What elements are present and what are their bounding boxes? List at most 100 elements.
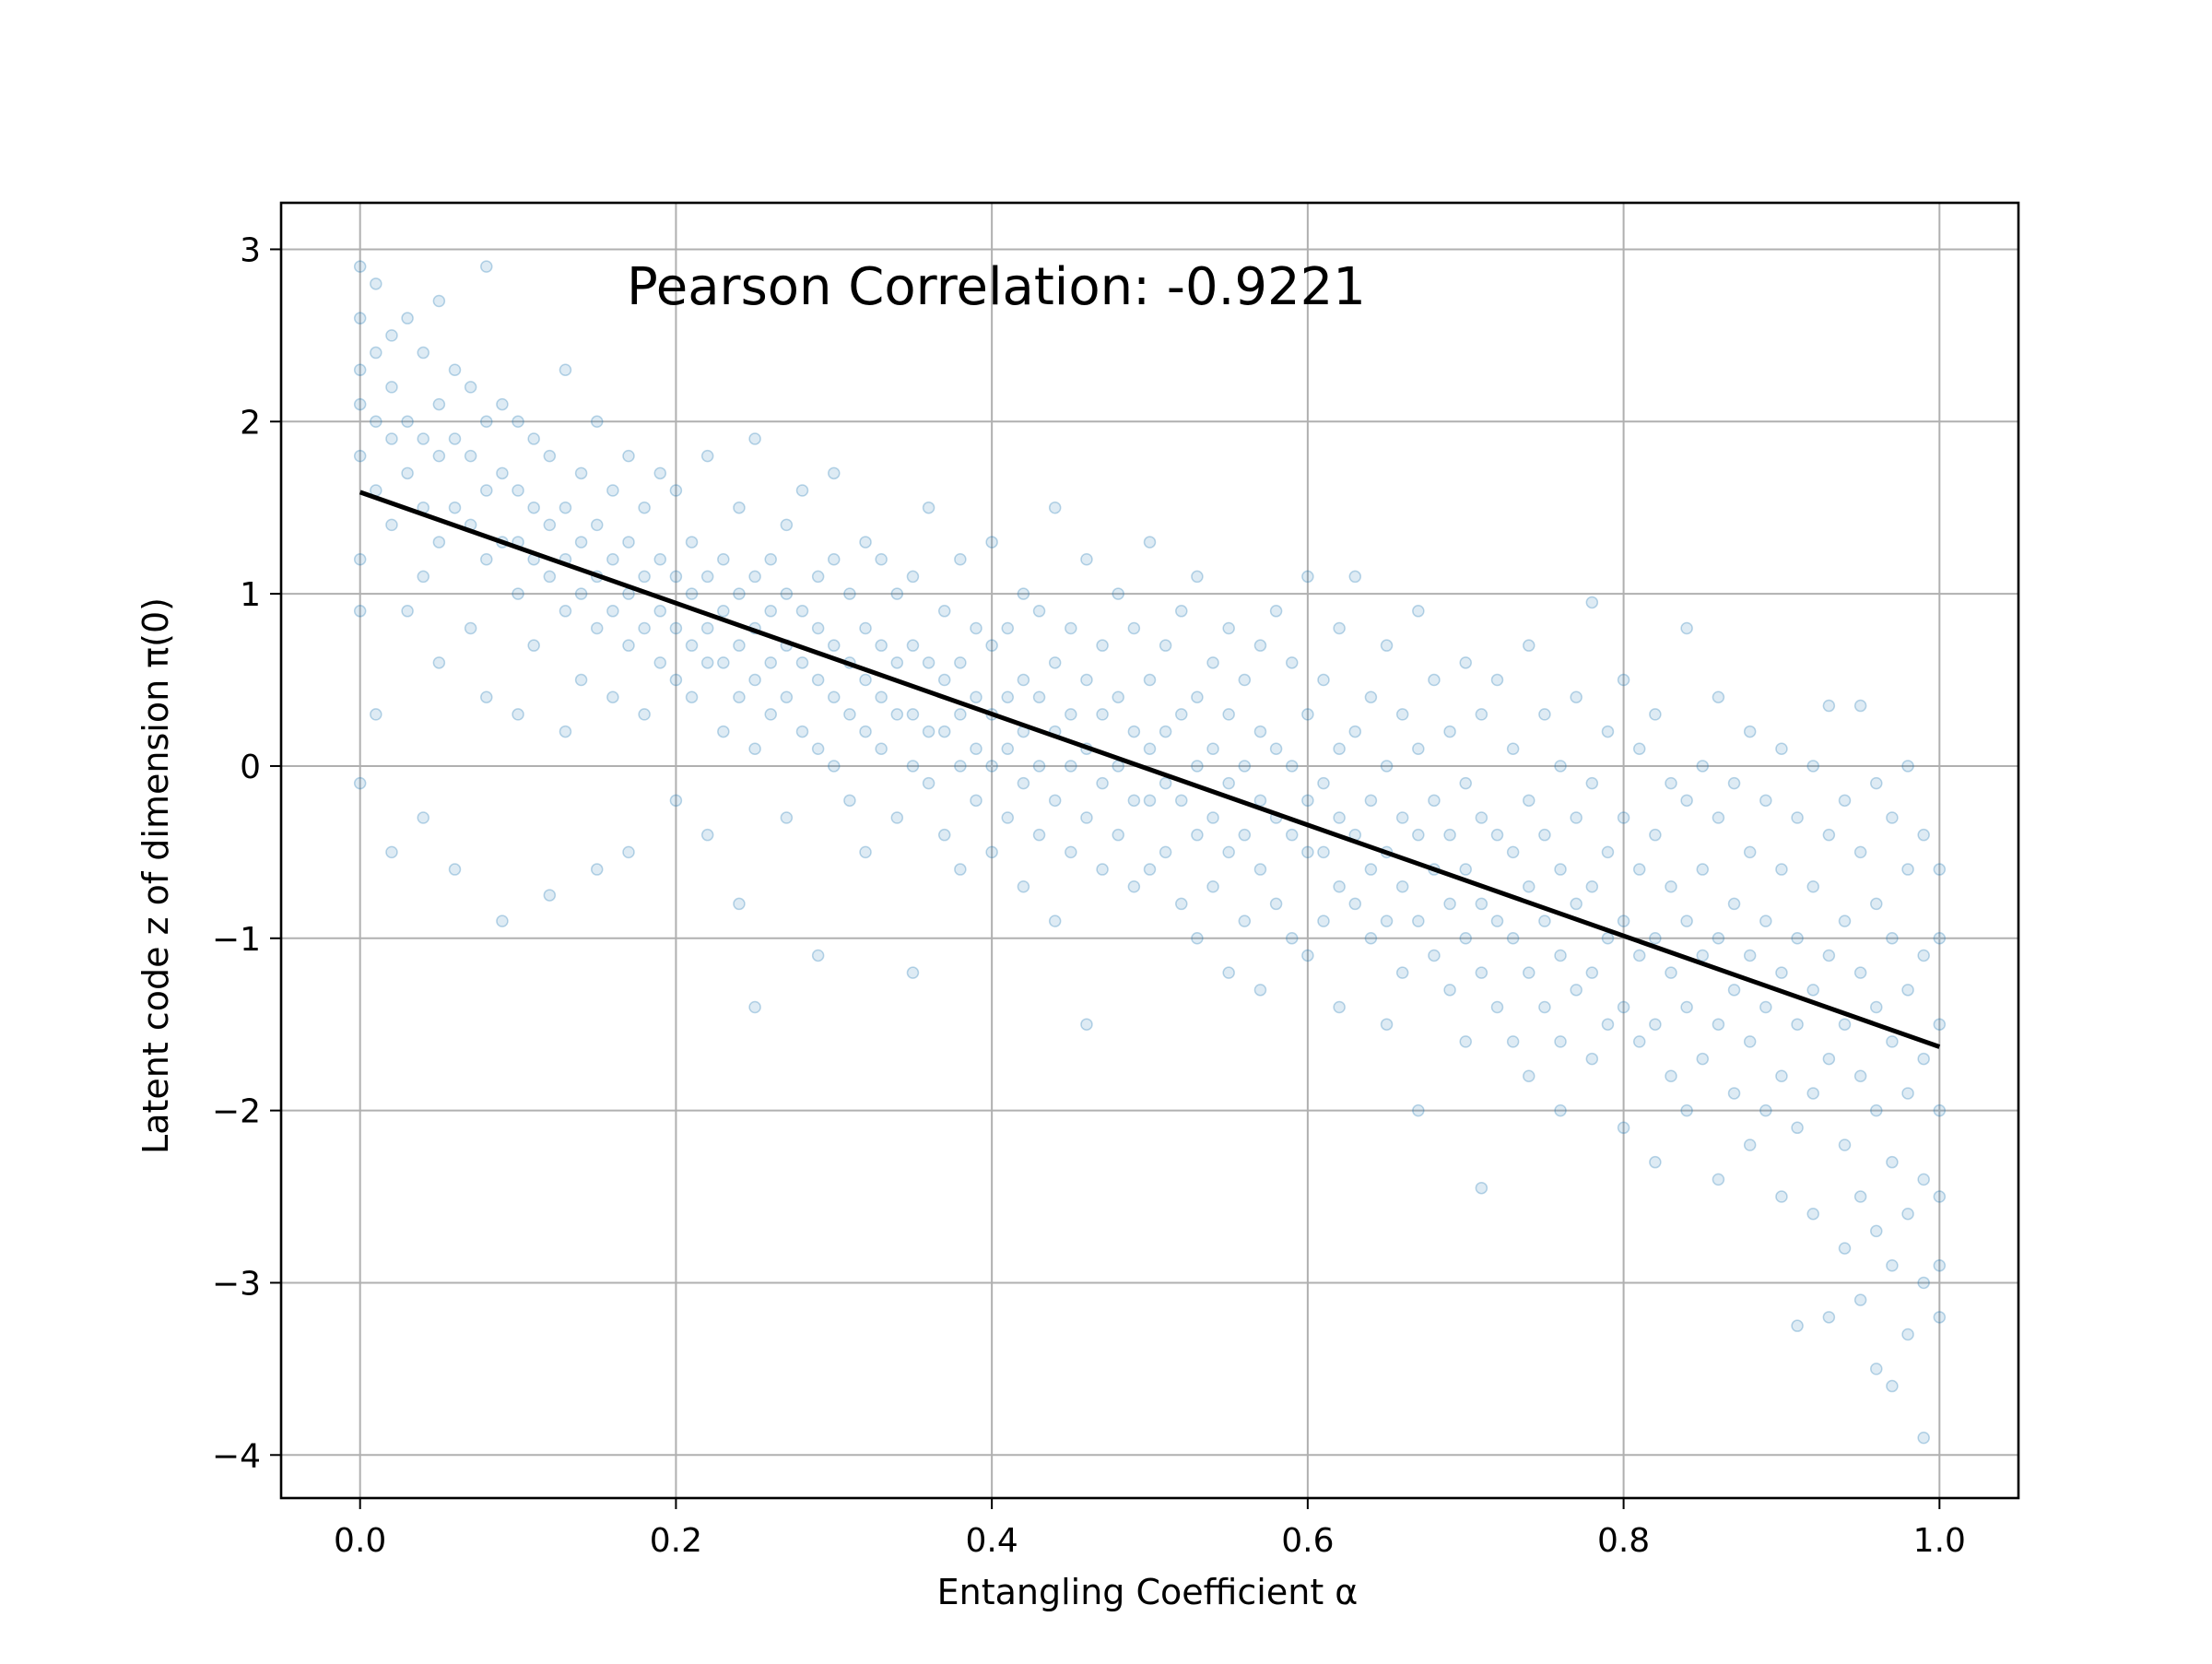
x-tick-label: 0.8: [1597, 1522, 1650, 1560]
scatter-point: [638, 501, 651, 514]
scatter-point: [1649, 1018, 1662, 1031]
scatter-point: [1285, 656, 1299, 669]
scatter-point: [1112, 587, 1124, 600]
scatter-point: [1791, 811, 1804, 824]
scatter-point: [1933, 1103, 1947, 1117]
scatter-point: [1222, 776, 1235, 790]
scatter-point: [1459, 776, 1472, 790]
scatter-point: [937, 605, 951, 618]
scatter-point: [1680, 794, 1693, 808]
scatter-point: [1459, 1035, 1472, 1048]
scatter-point: [606, 552, 619, 566]
scatter-point: [1048, 656, 1062, 669]
scatter-point: [1917, 1173, 1930, 1186]
scatter-point: [748, 742, 761, 756]
scatter-point: [1901, 760, 1914, 773]
y-tick-label: 0: [240, 749, 261, 786]
scatter-point: [1348, 725, 1362, 738]
scatter-point: [1428, 949, 1441, 962]
scatter-point: [985, 760, 998, 773]
scatter-point: [1253, 639, 1267, 652]
scatter-point: [1333, 621, 1346, 635]
scatter-point: [700, 828, 714, 842]
scatter-point: [401, 605, 414, 618]
scatter-point: [385, 381, 398, 394]
scatter-point: [1459, 863, 1472, 876]
scatter-point: [1822, 949, 1836, 962]
scatter-point: [353, 397, 367, 411]
scatter-point: [496, 915, 509, 927]
scatter-point: [985, 536, 998, 549]
scatter-point: [733, 587, 746, 600]
scatter-point: [1506, 845, 1520, 859]
scatter-point: [432, 536, 446, 549]
scatter-point: [1696, 863, 1710, 876]
scatter-point: [1917, 1276, 1930, 1290]
scatter-point: [1617, 915, 1630, 927]
scatter-point: [1901, 984, 1914, 997]
scatter-point: [700, 656, 714, 669]
scatter-point: [543, 449, 557, 463]
scatter-point: [875, 742, 888, 756]
scatter-point: [669, 673, 683, 687]
scatter-point: [527, 639, 540, 652]
scatter-point: [1838, 1242, 1852, 1255]
scatter-point: [353, 260, 367, 273]
scatter-point: [1886, 1379, 1899, 1393]
scatter-point: [970, 621, 982, 635]
scatter-point: [764, 708, 777, 721]
scatter-point: [1838, 915, 1852, 927]
scatter-point: [1285, 828, 1299, 842]
scatter-point: [780, 518, 794, 532]
scatter-point: [1743, 845, 1757, 859]
scatter-point: [622, 639, 635, 652]
scatter-point: [1585, 776, 1599, 790]
scatter-point: [606, 484, 619, 497]
scatter-point: [606, 690, 619, 703]
scatter-point: [890, 587, 904, 600]
scatter-point: [748, 570, 761, 584]
scatter-point: [937, 725, 951, 738]
scatter-point: [1917, 949, 1930, 962]
scatter-point: [1459, 656, 1472, 669]
scatter-point: [1127, 879, 1141, 893]
scatter-point: [638, 621, 651, 635]
scatter-point: [1570, 897, 1583, 911]
scatter-point: [748, 673, 761, 687]
scatter-point: [764, 552, 777, 566]
scatter-point: [1917, 1431, 1930, 1445]
scatter-point: [1759, 794, 1772, 808]
scatter-point: [685, 639, 699, 652]
scatter-point: [937, 828, 951, 842]
scatter-point: [1791, 1121, 1804, 1135]
scatter-point: [1853, 1190, 1867, 1203]
scatter-point: [1175, 794, 1188, 808]
scatter-point: [1475, 708, 1488, 721]
scatter-point: [970, 794, 982, 808]
scatter-point: [1601, 1018, 1615, 1031]
scatter-point: [417, 811, 429, 824]
scatter-point: [1191, 570, 1204, 584]
scatter-point: [1475, 897, 1488, 911]
scatter-point: [985, 845, 998, 859]
scatter-point: [353, 449, 367, 463]
scatter-point: [1886, 811, 1899, 824]
scatter-point: [353, 552, 367, 566]
scatter-point: [669, 484, 683, 497]
scatter-point: [464, 621, 477, 635]
scatter-point: [1017, 587, 1030, 600]
scatter-point: [1364, 932, 1378, 945]
scatter-point: [764, 656, 777, 669]
scatter-point: [954, 760, 967, 773]
scatter-point: [1775, 863, 1788, 876]
y-axis-label: Latent code z of dimension π(0): [135, 597, 176, 1154]
scatter-point: [717, 725, 730, 738]
scatter-point: [748, 1000, 761, 1014]
scatter-point: [922, 776, 935, 790]
scatter-point: [859, 845, 872, 859]
scatter-point: [653, 552, 667, 566]
scatter-point: [1523, 1069, 1535, 1083]
scatter-point: [590, 415, 604, 429]
